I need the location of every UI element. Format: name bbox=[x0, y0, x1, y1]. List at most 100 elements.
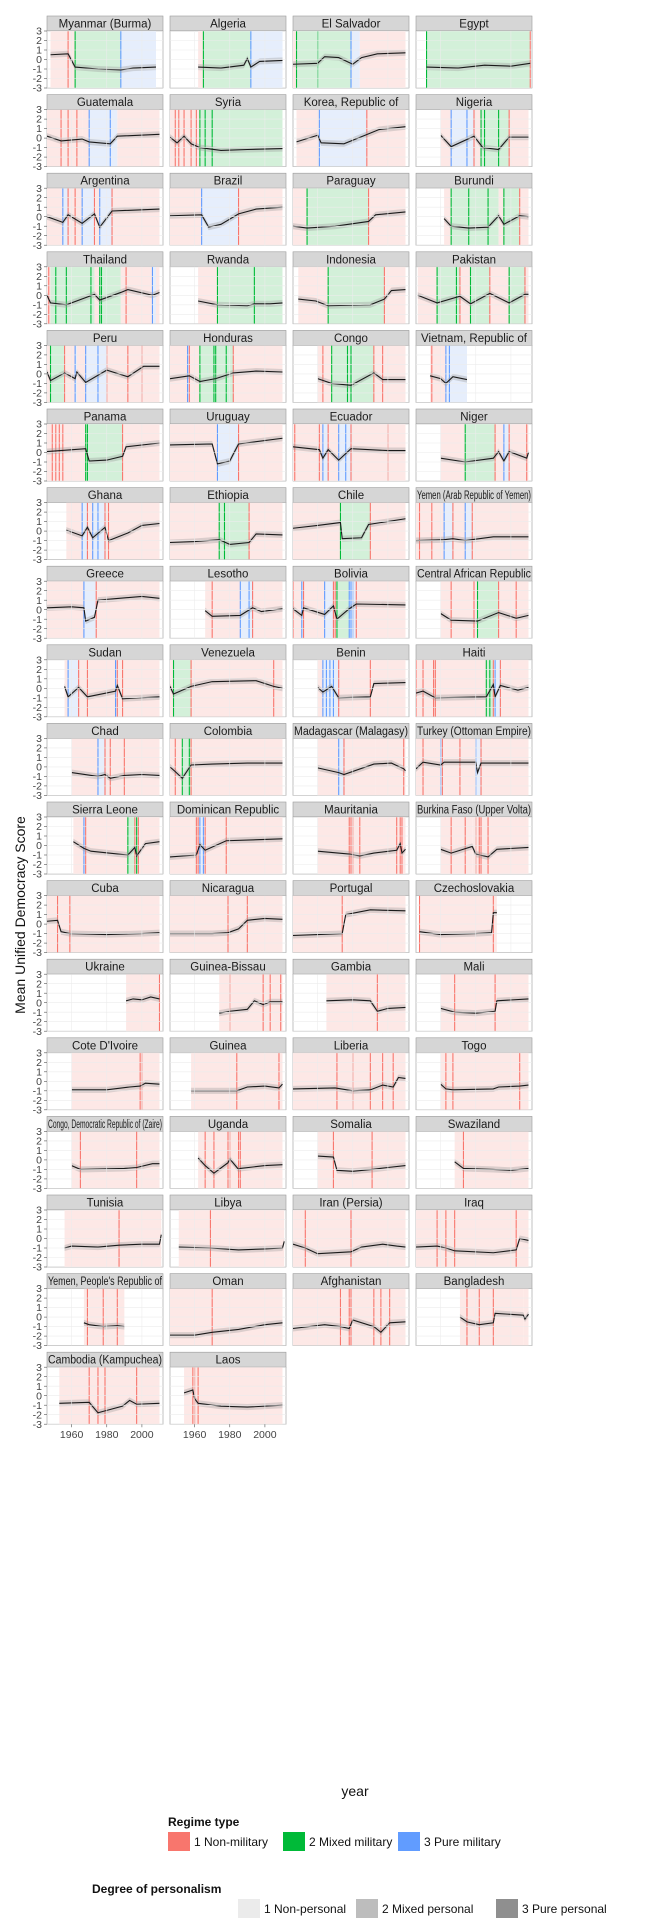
uncertainty-ribbon bbox=[83, 1319, 125, 1330]
y-tick-label: 0 bbox=[36, 447, 42, 459]
facet-grid bbox=[170, 738, 286, 796]
facet-grid bbox=[293, 345, 409, 403]
facet-panel: Ukraine bbox=[46, 958, 164, 1032]
democracy-score-line bbox=[459, 1312, 529, 1326]
facet-strip-label: Panama bbox=[84, 412, 127, 424]
y-tick-label: -3 bbox=[33, 790, 42, 802]
y-tick-label: 2 bbox=[36, 35, 42, 47]
facet-grid bbox=[293, 895, 409, 953]
facet-strip-label: Turkey (Ottoman Empire) bbox=[417, 726, 531, 738]
y-tick-label: 3 bbox=[36, 812, 42, 824]
y-tick-label: 3 bbox=[36, 1362, 42, 1374]
facet-strip-label: Nigeria bbox=[456, 97, 493, 109]
y-tick-label: -2 bbox=[33, 1016, 42, 1028]
uncertainty-ribbon bbox=[170, 1319, 283, 1339]
y-tick-label: -3 bbox=[33, 869, 42, 881]
y-tick-label: 0 bbox=[36, 54, 42, 66]
y-tick-label: -3 bbox=[33, 476, 42, 488]
facet-panel: Yemen, People's Republic of bbox=[46, 1273, 164, 1346]
facet-panel: Iran (Persia) bbox=[292, 1194, 410, 1268]
democracy-score-line bbox=[47, 133, 160, 145]
facet-panel: Liberia bbox=[292, 1037, 410, 1111]
uncertainty-ribbon bbox=[293, 600, 406, 623]
y-tick-label: 0 bbox=[36, 840, 42, 852]
y-tick-label: -3 bbox=[33, 1104, 42, 1116]
y-tick-label: 0 bbox=[36, 133, 42, 145]
facet-strip-label: Ukraine bbox=[85, 962, 125, 974]
y-tick-label: -1 bbox=[33, 1164, 42, 1176]
facet-panel: Mauritania bbox=[292, 801, 410, 875]
facet-panel: Peru bbox=[46, 330, 164, 403]
y-tick-label: 2 bbox=[36, 1057, 42, 1069]
facet-panel: Colombia bbox=[169, 723, 287, 796]
facet-panel: Nigeria bbox=[415, 94, 533, 167]
y-tick-label: -1 bbox=[33, 1007, 42, 1019]
democracy-score-line bbox=[59, 1399, 160, 1414]
democracy-score-line bbox=[170, 680, 283, 695]
facet-strip-label: Libya bbox=[214, 1198, 242, 1210]
uncertainty-ribbon bbox=[298, 286, 406, 309]
facet-grid bbox=[293, 502, 409, 560]
x-tick-label: 1960 bbox=[60, 1429, 84, 1441]
facet-panel: Sudan bbox=[46, 644, 164, 718]
y-tick-label: 2 bbox=[36, 821, 42, 833]
facet-grid bbox=[416, 1052, 532, 1110]
y-tick-label: 1 bbox=[36, 1302, 42, 1314]
facet-grid bbox=[170, 266, 286, 324]
y-tick-label: 2 bbox=[36, 192, 42, 204]
facet-grid bbox=[416, 31, 532, 88]
democracy-score-line bbox=[47, 208, 160, 229]
facet-strip-label: Iran (Persia) bbox=[319, 1198, 382, 1210]
y-tick-label: -1 bbox=[33, 614, 42, 626]
facet-grid bbox=[416, 188, 532, 246]
facet-strip-label: Sudan bbox=[88, 647, 121, 659]
y-tick-label: -1 bbox=[33, 1321, 42, 1333]
y-tick-label: 0 bbox=[36, 211, 42, 223]
facet-grid bbox=[47, 424, 163, 481]
facet-strip-label: Ecuador bbox=[330, 412, 373, 424]
facet-strip-label: Lesotho bbox=[208, 569, 249, 581]
facet-strip-label: Greece bbox=[86, 569, 124, 581]
democracy-score-line bbox=[443, 214, 529, 229]
y-tick-label: -2 bbox=[33, 702, 42, 714]
y-tick-label: 0 bbox=[36, 604, 42, 616]
facet-strip-label: Benin bbox=[336, 647, 365, 659]
facet-grid bbox=[47, 502, 163, 560]
facet-strip-label: Congo, Democratic Republic of (Zaire) bbox=[48, 1119, 162, 1131]
facet-strip-label: Oman bbox=[212, 1276, 243, 1288]
legend-label: 3 Pure military bbox=[424, 1835, 501, 1849]
facet-panel: Brazil bbox=[169, 172, 287, 246]
facet-panel: Sierra Leone bbox=[46, 801, 164, 875]
facet-strip-label: Cote D'Ivoire bbox=[72, 1040, 138, 1052]
y-tick-label: -1 bbox=[33, 64, 42, 76]
facet-panel: Burundi bbox=[415, 172, 533, 246]
facet-grid bbox=[293, 266, 409, 324]
facet-panel: Congo, Democratic Republic of (Zaire) bbox=[46, 1116, 164, 1189]
facet-strip-label: Uganda bbox=[208, 1119, 249, 1131]
facet-panel: Tunisia bbox=[46, 1194, 164, 1268]
facet-strip-label: Syria bbox=[215, 97, 242, 109]
facet-panel: Bangladesh bbox=[415, 1273, 533, 1346]
democracy-score-line bbox=[170, 1322, 283, 1336]
facet-grid bbox=[47, 266, 163, 324]
facet-strip-label: Niger bbox=[460, 412, 488, 424]
facet-strip-label: Argentina bbox=[80, 176, 130, 188]
facet-strip-label: Congo bbox=[334, 333, 368, 345]
y-tick-label: -2 bbox=[33, 1409, 42, 1421]
y-tick-label: 0 bbox=[36, 1076, 42, 1088]
facet-panel: Togo bbox=[415, 1037, 533, 1111]
y-tick-label: -3 bbox=[33, 1340, 42, 1352]
facet-strip-label: Guinea-Bissau bbox=[190, 962, 265, 974]
facet-grid bbox=[47, 974, 163, 1032]
y-tick-label: -1 bbox=[33, 771, 42, 783]
facet-grid bbox=[416, 266, 532, 324]
facet-grid bbox=[416, 659, 532, 717]
y-tick-label: 2 bbox=[36, 114, 42, 126]
uncertainty-ribbon bbox=[293, 1316, 406, 1336]
facet-panel: Algeria bbox=[169, 15, 287, 89]
legend-swatch bbox=[238, 1899, 260, 1918]
facet-panel: Burkina Faso (Upper Volta) bbox=[415, 801, 533, 875]
facet-strip-label: Liberia bbox=[334, 1040, 369, 1052]
facet-panel: Korea, Republic of bbox=[292, 94, 410, 167]
y-tick-label: 0 bbox=[36, 526, 42, 538]
